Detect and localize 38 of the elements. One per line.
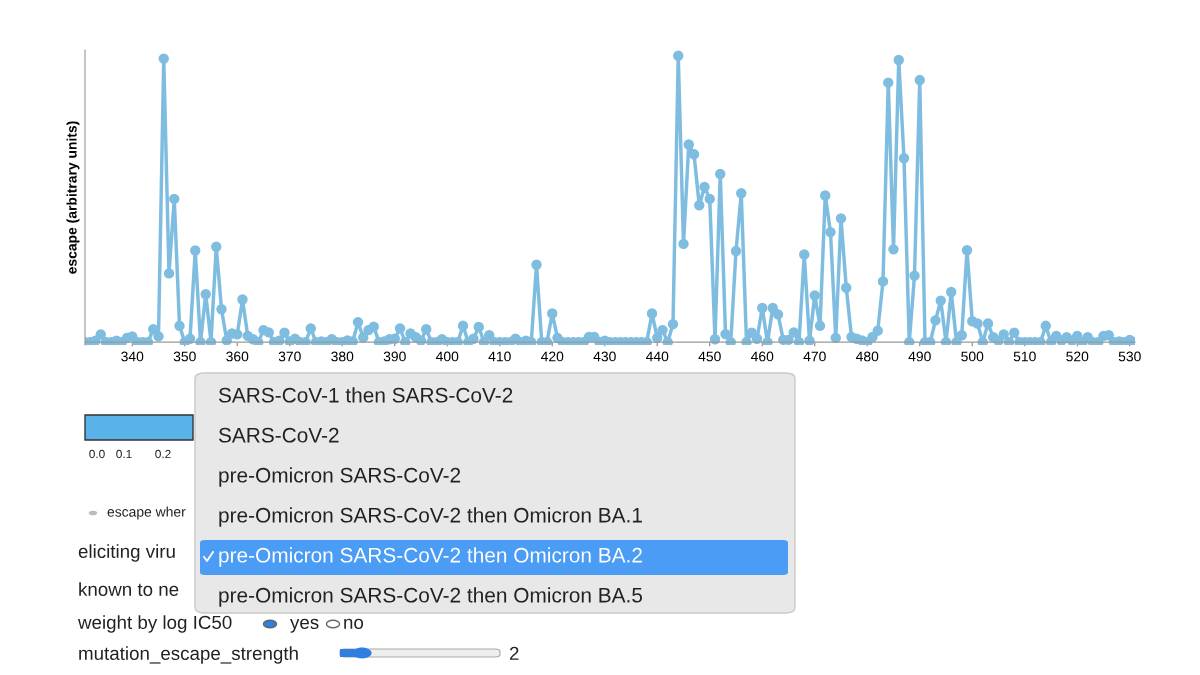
text: SARS-CoV-1 then SARS-CoV-2 bbox=[218, 387, 513, 403]
x-tick-label: 520 bbox=[1066, 351, 1089, 362]
x-tick-label: 370 bbox=[278, 351, 301, 362]
text: yes bbox=[290, 618, 319, 633]
x-tick-label: 420 bbox=[540, 351, 564, 362]
text: weight by log IC50 bbox=[77, 615, 232, 633]
text: mutation_escape_strength bbox=[79, 646, 298, 664]
text: 2 bbox=[509, 646, 519, 660]
text: SARS-CoV-2 bbox=[218, 427, 339, 443]
x-tick-label: 380 bbox=[331, 351, 354, 362]
text: 0.1 bbox=[116, 449, 132, 459]
x-tick-label: 430 bbox=[593, 351, 616, 362]
x-tick-label: 500 bbox=[961, 351, 984, 362]
x-tick-label: 400 bbox=[435, 351, 459, 362]
x-tick-label: 510 bbox=[1013, 351, 1036, 362]
text: pre-Omicron SARS-CoV-2 bbox=[219, 467, 461, 487]
text: pre-Omicron SARS-CoV-2 then Omicron BA.2 bbox=[219, 547, 642, 567]
x-tick-label: 450 bbox=[698, 351, 721, 362]
text: escape wher bbox=[107, 506, 186, 520]
x-tick-label: 340 bbox=[121, 351, 144, 362]
text: pre-Omicron SARS-CoV-2 then Omicron BA.5 bbox=[219, 587, 643, 607]
text: 0.2 bbox=[155, 449, 171, 459]
x-tick-label: 410 bbox=[488, 351, 511, 362]
x-tick-label: 480 bbox=[855, 351, 879, 362]
text: 0.0 bbox=[89, 449, 105, 459]
x-tick-label: 440 bbox=[645, 351, 669, 362]
text: pre-Omicron SARS-CoV-2 then Omicron BA.1 bbox=[219, 507, 642, 527]
x-tick-label: 530 bbox=[1118, 351, 1141, 362]
y-axis-title: escape (arbitrary units) bbox=[66, 121, 80, 274]
x-tick-label: 460 bbox=[750, 351, 774, 362]
x-tick-label: 470 bbox=[803, 351, 826, 362]
x-tick-label: 360 bbox=[226, 351, 249, 362]
text: no bbox=[344, 618, 364, 630]
x-tick-label: 350 bbox=[173, 351, 196, 362]
text: known to ne bbox=[79, 582, 179, 597]
x-tick-label: 490 bbox=[908, 351, 931, 362]
x-tick-label: 390 bbox=[383, 351, 406, 362]
text: eliciting viru bbox=[78, 544, 175, 562]
